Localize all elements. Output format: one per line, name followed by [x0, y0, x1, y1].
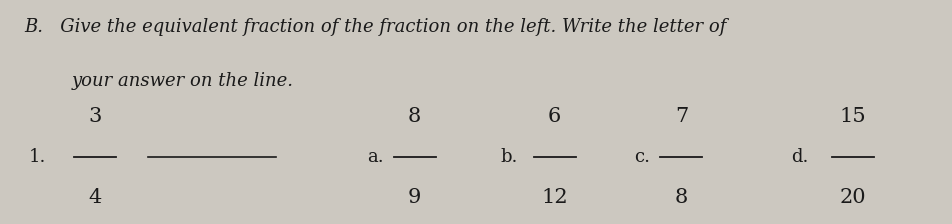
Text: 20: 20 [839, 188, 865, 207]
Text: 6: 6 [547, 107, 561, 126]
Text: 1.: 1. [29, 148, 46, 166]
Text: d.: d. [790, 148, 807, 166]
Text: 8: 8 [407, 107, 421, 126]
Text: 8: 8 [674, 188, 687, 207]
Text: a.: a. [367, 148, 383, 166]
Text: 15: 15 [839, 107, 865, 126]
Text: B.   Give the equivalent fraction of the fraction on the left. Write the letter : B. Give the equivalent fraction of the f… [24, 18, 725, 36]
Text: 9: 9 [407, 188, 421, 207]
Text: c.: c. [633, 148, 649, 166]
Text: 4: 4 [89, 188, 102, 207]
Text: b.: b. [500, 148, 517, 166]
Text: 7: 7 [674, 107, 687, 126]
Text: your answer on the line.: your answer on the line. [71, 72, 293, 90]
Text: 12: 12 [541, 188, 567, 207]
Text: 3: 3 [89, 107, 102, 126]
